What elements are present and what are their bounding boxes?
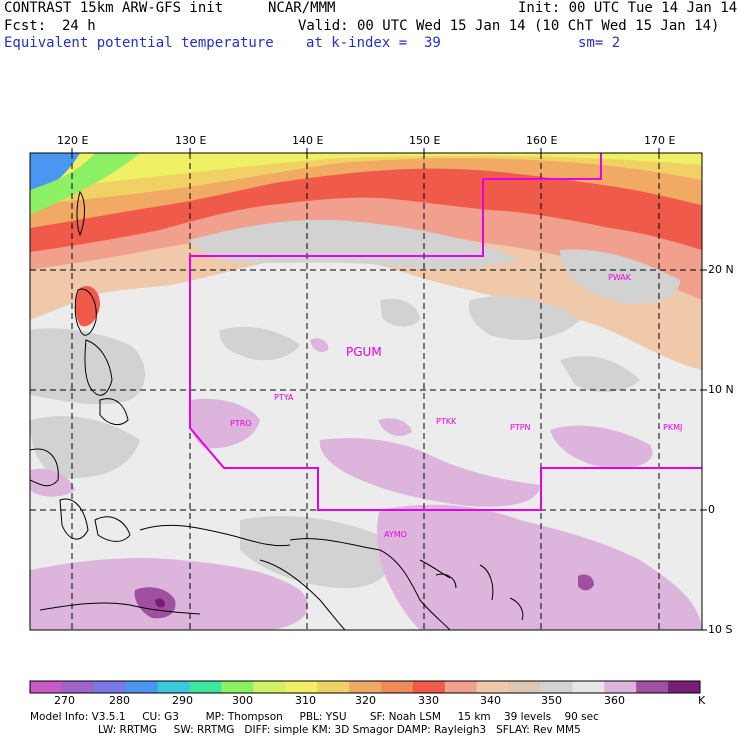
lat-label-10s: 10 S bbox=[708, 623, 733, 636]
colorbar-swatch bbox=[380, 681, 414, 693]
lon-label-130: 130 E bbox=[175, 134, 207, 147]
cbar-tick-280: 280 bbox=[109, 694, 130, 707]
colorbar-swatch bbox=[125, 681, 159, 693]
cbar-tick-310: 310 bbox=[295, 694, 316, 707]
org-label: NCAR/MMM bbox=[268, 0, 336, 16]
lon-label-160: 160 E bbox=[526, 134, 558, 147]
lon-label-120: 120 E bbox=[57, 134, 89, 147]
cbar-tick-360: 360 bbox=[604, 694, 625, 707]
colorbar-swatch bbox=[61, 681, 95, 693]
colorbar-swatch bbox=[30, 681, 63, 693]
colorbar-swatch bbox=[508, 681, 541, 693]
colorbar-swatch bbox=[285, 681, 318, 693]
colorbar-frame bbox=[29, 680, 701, 694]
model-info-line1: Model Info: V3.5.1 CU: G3 MP: Thompson P… bbox=[30, 711, 599, 723]
colorbar-swatch bbox=[189, 681, 222, 693]
lon-label-150: 150 E bbox=[409, 134, 441, 147]
lon-label-170: 170 E bbox=[644, 134, 676, 147]
fcst-label: Fcst: bbox=[4, 18, 47, 34]
colorbar bbox=[30, 681, 701, 693]
colorbar-swatch bbox=[253, 681, 286, 693]
station-pkmj: PKMJ bbox=[663, 423, 683, 432]
cbar-unit: K bbox=[698, 694, 706, 707]
domain-boundary bbox=[189, 153, 702, 511]
colorbar-swatch bbox=[317, 681, 350, 693]
station-aymo: AYMO bbox=[384, 530, 407, 539]
smooth-label: sm= 2 bbox=[578, 35, 621, 51]
cbar-tick-300: 300 bbox=[232, 694, 253, 707]
model-title: CONTRAST 15km ARW-GFS init bbox=[4, 0, 224, 16]
lon-label-140: 140 E bbox=[292, 134, 324, 147]
cbar-tick-290: 290 bbox=[172, 694, 193, 707]
colorbar-swatch bbox=[636, 681, 669, 693]
lat-label-10n: 10 N bbox=[708, 383, 734, 396]
colorbar-swatch bbox=[349, 681, 382, 693]
station-ptya: PTYA bbox=[274, 393, 294, 402]
level-label: at k-index = 39 bbox=[306, 35, 441, 51]
colorbar-swatch bbox=[572, 681, 605, 693]
colorbar-swatch bbox=[540, 681, 573, 693]
cbar-tick-270: 270 bbox=[54, 694, 75, 707]
model-info-line2: LW: RRTMG SW: RRTMG DIFF: simple KM: 3D … bbox=[98, 724, 581, 736]
colorbar-swatch bbox=[604, 681, 637, 693]
lat-label-0: 0 bbox=[708, 503, 715, 516]
init-time: Init: 00 UTC Tue 14 Jan 14 bbox=[518, 0, 738, 16]
station-pwak: PWAK bbox=[608, 273, 632, 282]
map-frame bbox=[29, 152, 703, 631]
cbar-tick-350: 350 bbox=[541, 694, 562, 707]
colorbar-swatch bbox=[221, 681, 254, 693]
valid-time: Valid: 00 UTC Wed 15 Jan 14 (10 ChT Wed … bbox=[298, 18, 720, 34]
colorbar-swatch bbox=[157, 681, 191, 693]
cbar-tick-330: 330 bbox=[418, 694, 439, 707]
station-ptpn: PTPN bbox=[510, 423, 531, 432]
cbar-tick-340: 340 bbox=[480, 694, 501, 707]
colorbar-swatch bbox=[444, 681, 478, 693]
station-pgum: PGUM bbox=[346, 345, 382, 359]
colorbar-swatch bbox=[668, 681, 701, 693]
station-ptkk: PTKK bbox=[436, 417, 457, 426]
fcst-value: 24 h bbox=[62, 18, 96, 34]
colorbar-swatch bbox=[476, 681, 510, 693]
station-ptro: PTRO bbox=[230, 419, 252, 428]
cbar-tick-320: 320 bbox=[355, 694, 376, 707]
colorbar-swatch bbox=[93, 681, 127, 693]
field-name: Equivalent potential temperature bbox=[4, 35, 274, 51]
lat-label-20n: 20 N bbox=[708, 263, 734, 276]
colorbar-swatch bbox=[412, 681, 446, 693]
